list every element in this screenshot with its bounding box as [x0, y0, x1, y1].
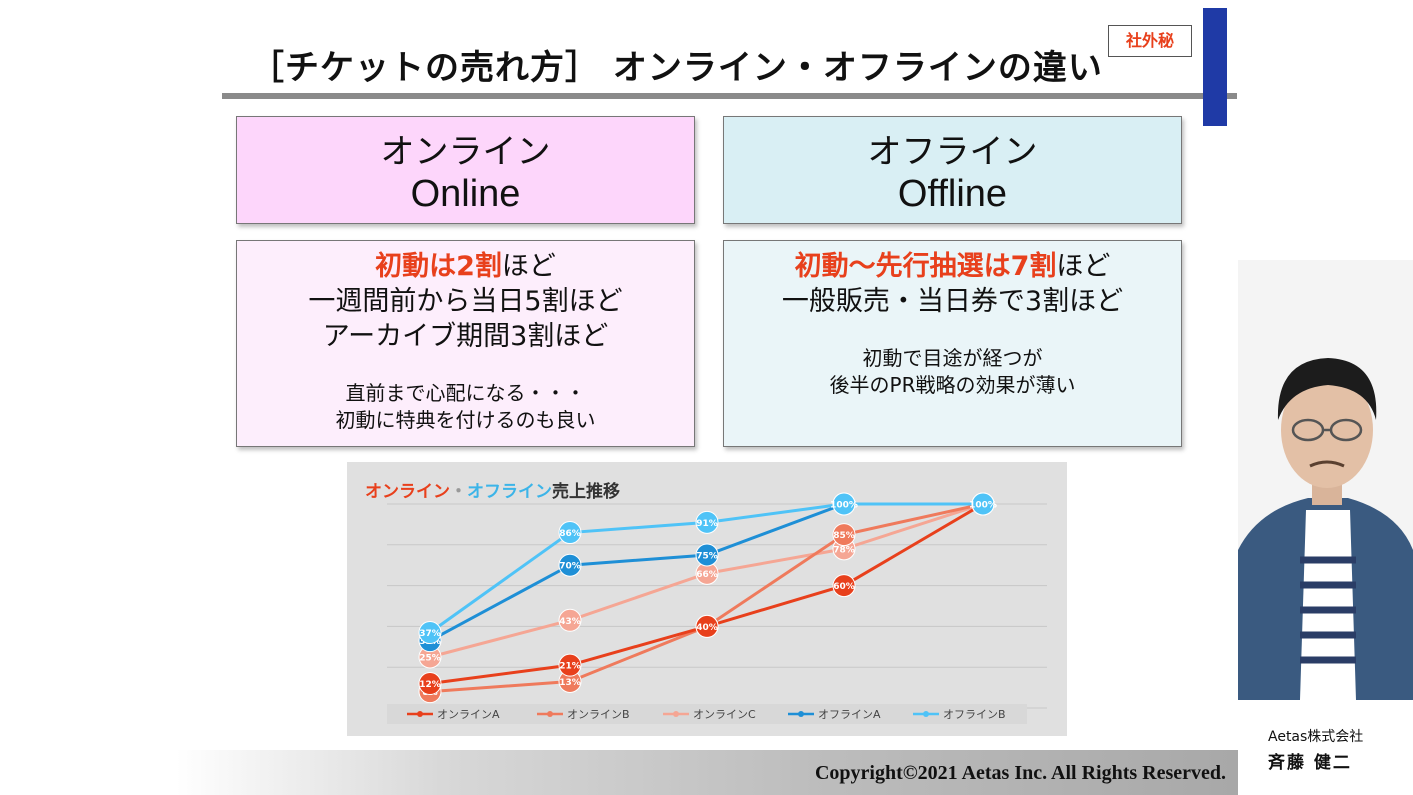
offline-note1: 初動で目途が経つが: [862, 346, 1043, 370]
online-title-jp: オンライン: [380, 132, 551, 172]
footer-bar: Copyright©2021 Aetas Inc. All Rights Res…: [176, 750, 1238, 795]
legend-swatch-marker: [417, 711, 423, 717]
online-detail-card: 初動は2割ほど 一週間前から当日5割ほど アーカイブ期間3割ほど 直前まで心配に…: [236, 240, 695, 447]
data-label: 21%: [559, 662, 581, 672]
online-line1-highlight: 初動は2割: [375, 251, 502, 282]
chart-title-part: オフライン: [467, 482, 552, 502]
chart-title-part: ・: [450, 482, 467, 502]
online-note2: 初動に特典を付けるのも良い: [335, 408, 596, 432]
data-label: 25%: [419, 654, 441, 664]
data-point: [558, 553, 582, 577]
data-point: [558, 653, 582, 677]
speaker-portrait-image: [1238, 260, 1413, 700]
offline-detail-card: 初動～先行抽選は7割ほど 一般販売・当日券で3割ほど 初動で目途が経つが 後半の…: [723, 240, 1182, 447]
chart-title: オンライン・オフライン売上推移: [365, 481, 620, 502]
chart-title-part: 売上推移: [552, 481, 620, 502]
data-point: [558, 521, 582, 545]
legend-swatch-marker: [923, 711, 929, 717]
online-header-card: オンライン Online: [236, 116, 695, 224]
data-label: 13%: [559, 678, 581, 688]
offline-header-card: オフライン Offline: [723, 116, 1182, 224]
offline-note2: 後半のPR戦略の効果が薄い: [829, 373, 1076, 397]
chart-title-part: オンライン: [365, 482, 450, 502]
legend-label: オンラインB: [567, 708, 630, 721]
data-point: [832, 574, 856, 598]
legend-label: オンラインA: [437, 708, 500, 721]
offline-line1-rest: ほど: [1056, 251, 1111, 282]
legend-background: [387, 704, 1027, 724]
copyright-text: Copyright©2021 Aetas Inc. All Rights Res…: [814, 762, 1226, 784]
data-label: 37%: [419, 629, 441, 639]
online-line1: 初動は2割ほど: [237, 249, 694, 284]
title-divider: [222, 93, 1237, 99]
data-point: [695, 614, 719, 638]
slide-title: ［チケットの売れ方］ オンライン・オフラインの違い: [250, 48, 1103, 88]
legend-swatch-marker: [547, 711, 553, 717]
data-label: 40%: [696, 623, 718, 633]
chart-svg: オンライン・オフライン売上推移25%43%66%78%100%8%13%40%8…: [365, 481, 1047, 724]
data-point: [832, 492, 856, 516]
data-label: 12%: [419, 680, 441, 690]
speaker-photo: [1238, 260, 1413, 700]
data-point: [971, 492, 995, 516]
offline-line2: 一般販売・当日券で3割ほど: [781, 286, 1124, 317]
online-line3: アーカイブ期間3割ほど: [322, 321, 609, 352]
data-point: [558, 608, 582, 632]
confidential-badge: 社外秘: [1108, 25, 1192, 57]
offline-title-en: Offline: [897, 173, 1008, 215]
sales-trend-chart: オンライン・オフライン売上推移25%43%66%78%100%8%13%40%8…: [347, 462, 1067, 736]
offline-line1-highlight: 初動～先行抽選は7割: [794, 251, 1057, 282]
speaker-name: 斉藤 健二: [1268, 753, 1352, 773]
data-label: 70%: [559, 562, 581, 572]
online-note1: 直前まで心配になる・・・: [345, 381, 586, 405]
legend-label: オフラインB: [943, 708, 1006, 721]
data-point: [418, 672, 442, 696]
online-line1-rest: ほど: [501, 251, 556, 282]
data-point: [832, 523, 856, 547]
legend-label: オフラインA: [818, 708, 881, 721]
speaker-company: Aetas株式会社: [1268, 729, 1364, 745]
legend-label: オンラインC: [693, 708, 756, 721]
data-label: 91%: [696, 519, 718, 529]
online-title-en: Online: [410, 173, 521, 215]
offline-line1: 初動～先行抽選は7割ほど: [724, 249, 1181, 284]
data-point: [695, 543, 719, 567]
offline-title-jp: オフライン: [867, 132, 1038, 172]
legend-swatch-marker: [798, 711, 804, 717]
data-point: [418, 621, 442, 645]
data-label: 66%: [696, 570, 718, 580]
blue-accent-bar: [1203, 8, 1227, 126]
data-label: 86%: [559, 529, 581, 539]
data-label: 75%: [696, 552, 718, 562]
data-label: 60%: [833, 582, 855, 592]
data-label: 100%: [969, 501, 997, 511]
data-label: 43%: [559, 617, 581, 627]
data-label: 78%: [833, 545, 855, 555]
data-point: [695, 510, 719, 534]
online-line2: 一週間前から当日5割ほど: [308, 286, 623, 317]
legend-swatch-marker: [673, 711, 679, 717]
data-label: 85%: [833, 531, 855, 541]
data-label: 100%: [830, 501, 858, 511]
